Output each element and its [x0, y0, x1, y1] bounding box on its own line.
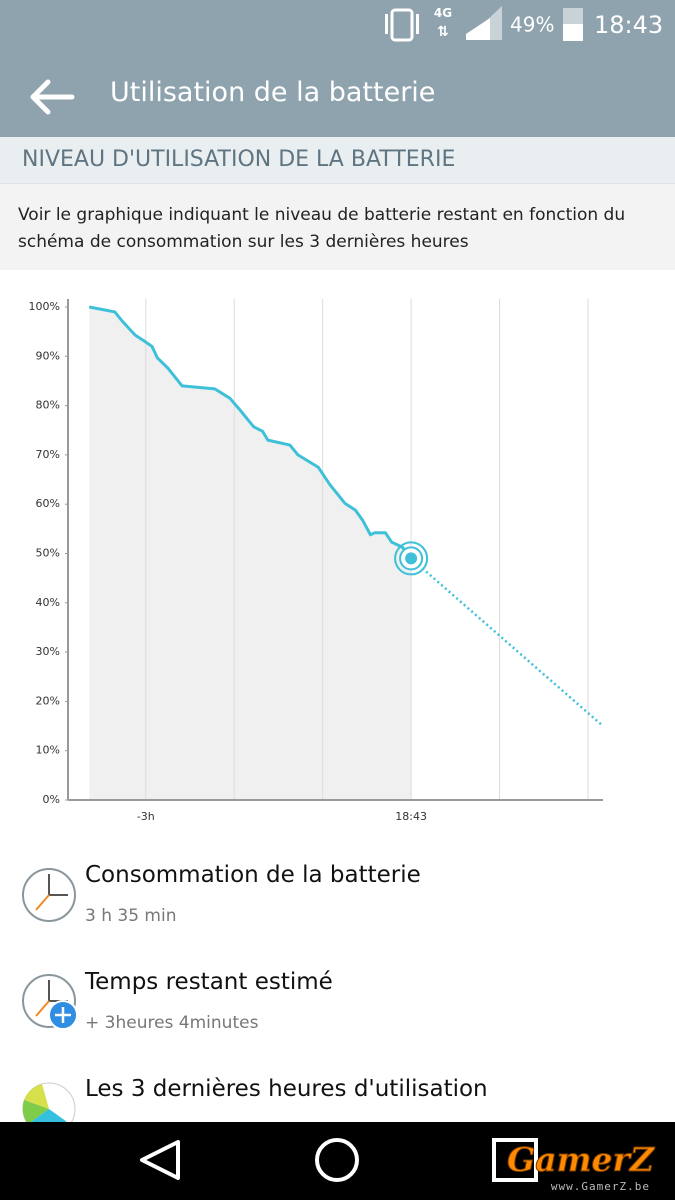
data-arrows: ⇅ — [437, 24, 449, 40]
y-tick-label: 70% — [36, 448, 60, 461]
area — [89, 307, 412, 800]
pie-icon — [22, 1082, 76, 1122]
x-tick-label: 18:43 — [395, 810, 427, 823]
app-title: Utilisation de la batterie — [110, 77, 436, 108]
clock-plus-icon — [22, 974, 78, 1030]
y-tick-label: 10% — [36, 744, 60, 757]
vibrate-icon — [385, 14, 388, 34]
line — [88, 305, 413, 560]
y-tick-label: 0% — [43, 793, 60, 806]
section-header: NIVEAU D'UTILISATION DE LA BATTERIE — [0, 137, 675, 184]
back-nav[interactable] — [140, 1140, 180, 1180]
recent-nav[interactable] — [492, 1138, 538, 1182]
y-tick-label: 60% — [36, 497, 60, 510]
description: Voir le graphique indiquant le niveau de… — [0, 184, 675, 270]
navigation-bar — [0, 1122, 675, 1200]
y-tick-label: 30% — [36, 645, 60, 658]
watermark: GamerZ www.GamerZ.be — [488, 1140, 668, 1195]
signal-icon — [466, 18, 490, 40]
y-tick-label: 100% — [29, 300, 60, 313]
battery-icon — [563, 24, 583, 41]
list-item-title[interactable]: Consommation de la batterie — [85, 862, 421, 888]
back-button[interactable] — [28, 77, 76, 117]
current-marker — [405, 552, 418, 565]
list-item-subtitle: + 3heures 4minutes — [85, 1013, 259, 1033]
status-bar: 4G ⇅ 49% 18:43 — [0, 0, 675, 55]
watermark-url: www.GamerZ.be — [550, 1180, 650, 1193]
description-text: Voir le graphique indiquant le niveau de… — [18, 205, 626, 252]
vibrate-icon — [416, 14, 419, 34]
vibrate-icon — [390, 8, 414, 42]
battery-percent: 49% — [510, 13, 554, 37]
y-tick-label: 90% — [36, 349, 60, 362]
y-tick-label: 40% — [36, 596, 60, 609]
status-icons: 4G ⇅ 49% 18:43 — [385, 6, 663, 42]
current-marker-ring — [394, 541, 429, 576]
watermark-logo: GamerZ — [507, 1140, 655, 1180]
list-item-subtitle: 3 h 35 min — [85, 906, 177, 926]
y-tick-label: 20% — [36, 694, 60, 707]
y-tick-label: 50% — [36, 547, 60, 560]
section-title: NIVEAU D'UTILISATION DE LA BATTERIE — [22, 147, 456, 172]
home-nav[interactable] — [315, 1138, 359, 1182]
nav-buttons — [140, 1138, 538, 1182]
clock-icon — [22, 868, 76, 922]
list-item-title[interactable]: Les 3 dernières heures d'utilisation — [85, 1076, 488, 1102]
chart: -3h 18:43 0% 10% 20% 30% 40% 50% 60% 70% 80% 90% 100… — [29, 299, 604, 823]
x-tick-label: -3h — [137, 810, 155, 823]
network-type: 4G — [434, 6, 452, 20]
clock: 18:43 — [594, 11, 663, 39]
y-tick-label: 80% — [36, 399, 60, 412]
app-bar: Utilisation de la batterie — [0, 55, 675, 137]
list-item-title[interactable]: Temps restant estimé — [85, 969, 333, 995]
line — [410, 557, 604, 727]
